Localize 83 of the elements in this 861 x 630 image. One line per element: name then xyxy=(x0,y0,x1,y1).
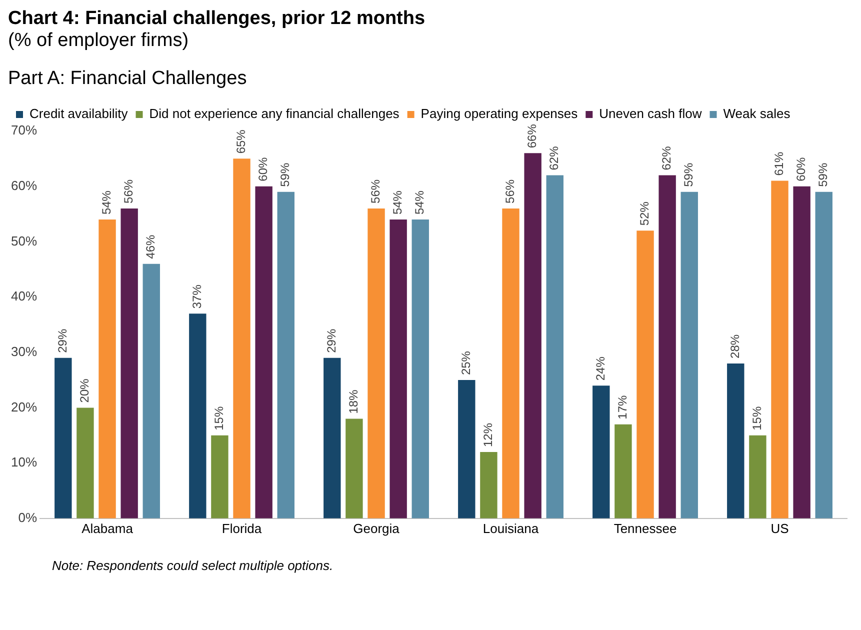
legend-label: Weak sales xyxy=(723,106,791,122)
bar xyxy=(255,186,272,518)
legend-label: Uneven cash flow xyxy=(599,106,702,122)
bar xyxy=(98,220,116,518)
data-label: 52% xyxy=(638,201,652,226)
data-label: 12% xyxy=(481,422,496,447)
bar xyxy=(546,175,564,518)
data-label: 56% xyxy=(368,179,383,204)
data-label: 18% xyxy=(346,389,361,414)
data-label: 25% xyxy=(458,350,473,376)
bar xyxy=(277,192,294,518)
bar xyxy=(120,208,138,518)
data-label: 66% xyxy=(525,124,540,148)
text: Part A: Financial Challenges xyxy=(8,68,248,90)
bar xyxy=(592,386,610,518)
x-tick-label: US xyxy=(770,520,790,536)
x-tick-label: Georgia xyxy=(353,520,400,536)
y-tick-label: 20% xyxy=(10,399,38,414)
x-tick-label: Florida xyxy=(222,520,262,536)
data-label: 62% xyxy=(547,146,562,170)
data-label: 15% xyxy=(750,406,764,430)
bar xyxy=(412,220,429,518)
text: Note: Respondents could select multiple options. xyxy=(52,558,334,573)
data-label: 59% xyxy=(816,162,830,187)
bar xyxy=(458,380,476,518)
bar xyxy=(346,418,363,518)
bar xyxy=(614,424,632,518)
data-label: 17% xyxy=(616,394,630,420)
legend-label: Paying operating expenses xyxy=(420,106,578,122)
bar xyxy=(658,175,676,518)
data-label: 20% xyxy=(78,378,92,403)
bar xyxy=(76,408,94,518)
bar xyxy=(368,208,385,518)
bar xyxy=(480,452,498,518)
bar xyxy=(211,435,228,518)
data-label: 65% xyxy=(234,129,248,154)
chart-subtitle: (% of employer firms) xyxy=(8,30,190,52)
data-label: 54% xyxy=(100,190,114,215)
legend-label: Credit availability xyxy=(30,106,128,122)
chart-title: Chart 4: Financial challenges, prior 12 months xyxy=(8,8,426,30)
bar xyxy=(680,192,698,518)
bar xyxy=(793,186,810,518)
y-tick-label: 70% xyxy=(10,122,38,138)
y-tick-label: 50% xyxy=(10,233,38,248)
data-label: 15% xyxy=(212,406,226,430)
data-label: 56% xyxy=(122,179,136,204)
y-tick-label: 40% xyxy=(10,288,38,304)
data-label: 56% xyxy=(503,179,518,204)
bar xyxy=(771,180,788,518)
bar xyxy=(233,158,250,518)
x-tick-label: Louisiana xyxy=(482,520,540,536)
data-label: 28% xyxy=(728,334,742,358)
y-tick-label: 0% xyxy=(18,510,38,525)
bar xyxy=(502,208,520,518)
bar xyxy=(636,230,654,518)
data-label: 54% xyxy=(390,190,405,215)
x-tick-label: Tennessee xyxy=(614,520,677,536)
bar xyxy=(390,220,407,518)
data-label: 37% xyxy=(190,284,204,309)
bar xyxy=(54,358,72,518)
data-label: 54% xyxy=(412,190,427,215)
data-label: 60% xyxy=(256,156,270,182)
data-label: 60% xyxy=(794,156,808,182)
bar xyxy=(324,358,341,518)
bar xyxy=(727,363,744,518)
y-tick-label: 10% xyxy=(10,454,38,470)
bar xyxy=(749,435,766,518)
data-label: 24% xyxy=(593,356,608,381)
legend-label: Did not experience any financial challenges xyxy=(149,106,400,122)
data-label: 59% xyxy=(278,162,292,187)
bar xyxy=(815,192,832,518)
y-tick-label: 60% xyxy=(10,178,38,193)
data-label: 62% xyxy=(660,146,674,170)
bar xyxy=(142,264,160,518)
y-tick-label: 30% xyxy=(10,344,38,359)
bar xyxy=(524,153,542,518)
data-label: 59% xyxy=(682,162,696,187)
data-label: 29% xyxy=(55,328,70,353)
data-label: 61% xyxy=(772,151,786,176)
data-label: 29% xyxy=(324,328,338,353)
x-tick-label: Alabama xyxy=(82,520,134,536)
data-label: 46% xyxy=(144,234,158,259)
bar xyxy=(189,314,206,518)
